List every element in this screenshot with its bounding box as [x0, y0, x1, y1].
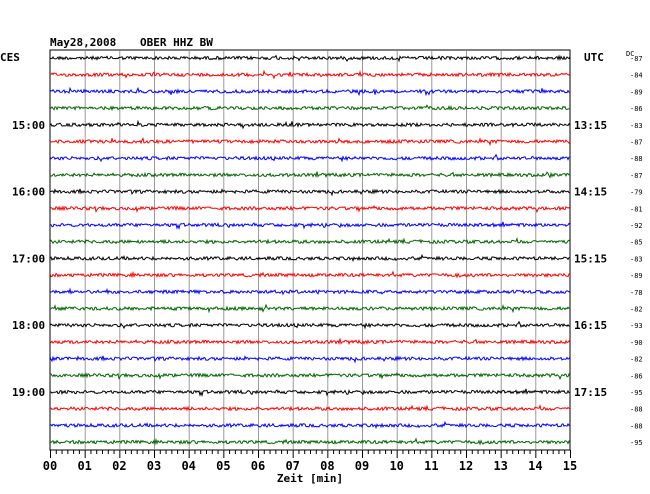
- right-timezone-label: UTC: [584, 51, 604, 64]
- dc-offset-value: -87: [630, 139, 643, 147]
- trace-2: [49, 69, 571, 80]
- x-tick-label: 00: [43, 459, 57, 473]
- dc-offset-value: -84: [630, 72, 643, 80]
- left-time-label: 15:00: [12, 119, 45, 132]
- left-timezone-label: CES: [0, 51, 20, 64]
- x-tick-label: 01: [77, 459, 91, 473]
- trace-5: [49, 119, 571, 130]
- trace-3: [49, 86, 571, 97]
- trace-18: [49, 338, 571, 346]
- dc-offset-value: -89: [630, 272, 643, 280]
- trace-15: [49, 287, 571, 296]
- right-time-label: 15:15: [574, 252, 607, 265]
- trace-12: [49, 237, 571, 245]
- trace-layer: [49, 54, 571, 446]
- dc-offset-value: -93: [630, 322, 643, 330]
- trace-24: [49, 437, 571, 446]
- grid: [49, 49, 571, 451]
- x-tick-label: 02: [112, 459, 126, 473]
- trace-6: [49, 137, 571, 147]
- x-tick-label: 14: [528, 459, 542, 473]
- trace-13: [49, 253, 571, 263]
- dc-offset-value: -86: [630, 372, 643, 380]
- dc-offset-value: -82: [630, 356, 643, 364]
- dc-offset-value: -95: [630, 389, 643, 397]
- trace-17: [49, 320, 571, 330]
- x-tick-label: 04: [181, 459, 195, 473]
- trace-11: [49, 221, 571, 231]
- chart-date: May28,2008: [50, 36, 116, 49]
- trace-1: [49, 54, 571, 63]
- dc-offset-value: -87: [630, 172, 643, 180]
- x-tick-label: 06: [251, 459, 265, 473]
- x-tick-label: 08: [320, 459, 334, 473]
- trace-16: [49, 303, 571, 314]
- dc-offset-value: -78: [630, 289, 643, 297]
- left-time-label: 18:00: [12, 319, 45, 332]
- dc-offset-value: -79: [630, 189, 643, 197]
- dc-column-label: DC: [626, 50, 634, 58]
- chart-station: OBER HHZ BW: [140, 36, 213, 49]
- left-time-label: 17:00: [12, 252, 45, 265]
- right-time-label: 14:15: [574, 186, 607, 199]
- dc-offset-value: -87: [630, 55, 643, 63]
- trace-21: [50, 388, 571, 398]
- dc-offset-labels: -87 -84 -89 -86 -83 -87 -88 -87 -79 -81 -92 -85 -83 -…: [630, 55, 643, 447]
- dc-offset-value: -81: [630, 205, 643, 213]
- dc-offset-value: -85: [630, 239, 643, 247]
- dc-offset-value: -95: [630, 439, 643, 447]
- x-tick-label: 10: [389, 459, 403, 473]
- dc-offset-value: -89: [630, 88, 643, 96]
- plot-frame: [49, 49, 571, 451]
- trace-4: [49, 104, 571, 112]
- dc-offset-value: -86: [630, 105, 643, 113]
- dc-offset-value: -83: [630, 255, 643, 263]
- trace-22: [49, 404, 571, 412]
- trace-7: [49, 153, 570, 163]
- right-time-label: 13:15: [574, 119, 607, 132]
- trace-10: [49, 205, 571, 214]
- dc-offset-value: -88: [630, 406, 643, 414]
- x-tick-label: 07: [285, 459, 299, 473]
- dc-offset-value: -83: [630, 122, 643, 130]
- dc-offset-value: -92: [630, 222, 643, 230]
- x-axis: 00 01 02 03 04 05 06 07 08 09 10 11 12 13 14 15: [43, 450, 577, 473]
- trace-23: [49, 420, 571, 430]
- left-time-labels: 15:00 16:00 17:00 18:00 19:00: [12, 119, 45, 399]
- left-time-label: 16:00: [12, 186, 45, 199]
- trace-19: [49, 355, 571, 364]
- trace-9: [49, 188, 571, 197]
- dc-offset-value: -88: [630, 422, 643, 430]
- x-tick-label: 12: [459, 459, 473, 473]
- right-time-label: 16:15: [574, 319, 607, 332]
- x-tick-label: 09: [355, 459, 369, 473]
- dc-offset-value: -90: [630, 339, 643, 347]
- right-time-label: 17:15: [574, 386, 607, 399]
- dc-offset-value: -88: [630, 155, 643, 163]
- trace-14: [49, 270, 571, 279]
- x-axis-title: Zeit [min]: [277, 472, 343, 485]
- x-tick-label: 11: [424, 459, 438, 473]
- x-tick-label: 03: [147, 459, 161, 473]
- x-tick-label: 15: [563, 459, 577, 473]
- left-time-label: 19:00: [12, 386, 45, 399]
- dc-offset-value: -82: [630, 306, 643, 314]
- right-time-labels: 13:15 14:15 15:15 16:15 17:15: [574, 119, 607, 399]
- trace-8: [49, 171, 571, 179]
- trace-20: [49, 372, 571, 381]
- x-tick-label: 05: [216, 459, 230, 473]
- x-tick-label: 13: [493, 459, 507, 473]
